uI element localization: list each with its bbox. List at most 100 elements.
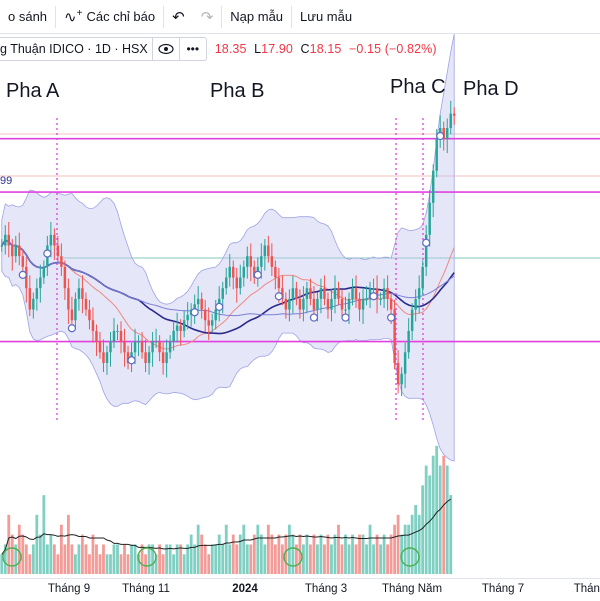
candle-body (74, 298, 77, 321)
candle-body (428, 202, 431, 235)
indicator-value-label: 99 (0, 175, 13, 187)
symbol-box[interactable]: g Thuận IDICO · 1D · HSX ••• (0, 37, 207, 61)
compare-button[interactable]: o sánh (0, 0, 55, 33)
save-template-button[interactable]: Lưu mẫu (292, 0, 360, 33)
volume-bar (435, 445, 439, 574)
candle-body (175, 325, 179, 331)
candle-body (14, 245, 18, 257)
ma-mid-line (1, 239, 455, 317)
volume-bar (291, 534, 295, 574)
candle-body (379, 298, 382, 300)
candle-body (112, 330, 116, 342)
volume-bar (130, 544, 133, 574)
volume-bar (119, 554, 123, 574)
candle-body (49, 234, 53, 246)
volume-bar (28, 554, 32, 574)
volume-bar (59, 524, 63, 574)
volume-bar (81, 534, 84, 574)
candle-body (337, 288, 340, 299)
candle-body (102, 352, 105, 363)
volume-bar (445, 465, 449, 574)
volume-bar (49, 534, 53, 574)
phase-b-label: Pha B (210, 80, 265, 102)
candle-body (386, 288, 389, 299)
candle-body (274, 266, 277, 278)
candle-body (161, 352, 165, 363)
candle-body (267, 245, 270, 257)
candle-body (179, 325, 182, 331)
candle-body (25, 266, 28, 289)
candle-body (7, 234, 10, 246)
candle-body (340, 298, 344, 310)
volume-bar (417, 514, 421, 574)
candle-body (91, 320, 95, 331)
volume-bar (3, 544, 7, 574)
volume-bar (337, 524, 340, 574)
more-icon[interactable]: ••• (178, 38, 206, 60)
volume-bar (449, 495, 453, 574)
redo-icon[interactable]: ↷ (200, 8, 214, 26)
indicators-button[interactable]: ∿+ Các chỉ báo (56, 0, 163, 33)
candle-body (442, 128, 445, 139)
volume-bar (21, 534, 25, 574)
candle-body (168, 341, 172, 353)
volume-bar (309, 544, 312, 574)
candle-body (207, 320, 210, 326)
candle-body (18, 245, 21, 257)
candle-body (4, 234, 7, 246)
symbol-name: g Thuận IDICO · 1D · HSX (0, 42, 148, 56)
candle-body (42, 266, 46, 278)
candle-body (98, 341, 102, 353)
x-tick-label: Tháng 7 (481, 583, 525, 595)
candle-body (137, 341, 140, 343)
load-template-button[interactable]: Nạp mẫu (222, 0, 291, 33)
volume-ma-line (1, 498, 451, 555)
volume-bar (147, 544, 151, 574)
candle-body (403, 352, 407, 374)
volume-bar (347, 544, 351, 574)
candle-body (158, 341, 161, 353)
candle-body (368, 288, 372, 299)
candle-body (105, 352, 109, 363)
candle-body (417, 288, 421, 299)
volume-bar (424, 465, 428, 574)
eye-icon[interactable] (151, 38, 179, 60)
signal-marker (67, 324, 77, 333)
candle-body (260, 256, 263, 267)
candle-body (203, 309, 207, 321)
candle-body (116, 330, 119, 332)
x-tick-label: 2024 (232, 583, 258, 595)
candle-body (154, 341, 158, 343)
candle-body (210, 320, 214, 326)
volume-bar (263, 544, 267, 574)
volume-bar (116, 544, 119, 574)
undo-icon[interactable]: ↶ (172, 8, 185, 26)
volume-bars (0, 445, 453, 574)
bollinger-bands (1, 33, 455, 462)
candle-body (424, 234, 428, 267)
volume-bar (10, 534, 14, 574)
candle-body (0, 245, 3, 247)
volume-bar (70, 544, 74, 574)
volume-signal-circles (2, 547, 420, 567)
volume-bar (105, 554, 109, 574)
volume-bar (189, 534, 193, 574)
time-axis[interactable]: Tháng 9 Tháng 11 2024 Tháng 3 Tháng Năm … (0, 578, 600, 601)
phase-a-label: Pha A (6, 80, 60, 102)
volume-bar (98, 554, 102, 574)
candle-body (70, 309, 74, 321)
candle-body (382, 288, 386, 299)
candle-body (140, 341, 144, 353)
volume-bar (386, 544, 390, 574)
candle-body (123, 341, 126, 353)
volume-signal-circle (137, 547, 157, 567)
candle-body (431, 170, 435, 203)
candle-body (421, 266, 424, 289)
volume-bar (45, 544, 49, 574)
volume-bar (35, 514, 39, 574)
candle-body (309, 288, 312, 299)
top-toolbar: o sánh ∿+ Các chỉ báo ↶ ↷ Nạp mẫu Lưu mẫ… (0, 0, 600, 34)
volume-bar (207, 554, 211, 574)
volume-bar (228, 544, 232, 574)
